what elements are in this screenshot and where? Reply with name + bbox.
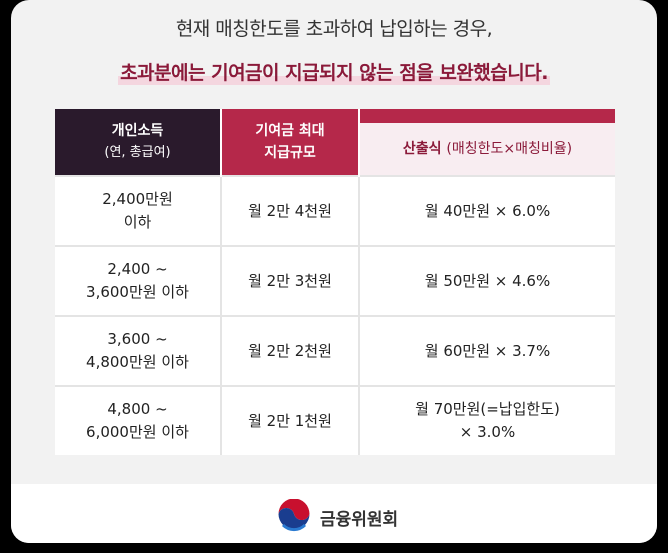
headline-line-1: 현재 매칭한도를 초과하여 납입하는 경우, (175, 18, 493, 40)
cell-formula-line1: 월 70만원(=납입한도) (415, 400, 560, 418)
cell-income: 2,400 ~ 3,600만원 이하 (55, 245, 221, 316)
cell-formula-line2: × 3.0% (459, 423, 516, 441)
table-header-row: 개인소득 (연, 총급여) 기여금 최대 지급규모 산출식 (매칭한도×매칭비율… (55, 109, 616, 176)
cell-formula: 월 70만원(=납입한도) × 3.0% (358, 385, 615, 455)
table-row: 3,600 ~ 4,800만원 이하 월 2만 2천원 월 60만원 × 3.7% (55, 315, 615, 386)
header-max-contribution: 기여금 최대 지급규모 (220, 109, 359, 176)
cell-income: 3,600 ~ 4,800만원 이하 (55, 315, 221, 386)
cell-income-line2: 이하 (123, 213, 152, 231)
header-formula-sub: (매칭한도×매칭비율) (446, 141, 573, 157)
contribution-table: 개인소득 (연, 총급여) 기여금 최대 지급규모 산출식 (매칭한도×매칭비율… (55, 109, 616, 455)
cell-max: 월 2만 4천원 (220, 175, 359, 246)
cell-income-line1: 4,800 ~ (107, 400, 168, 418)
cell-max: 월 2만 2천원 (220, 315, 359, 386)
cell-income-line2: 4,800만원 이하 (86, 353, 189, 371)
cell-income-line2: 3,600만원 이하 (86, 283, 189, 301)
cell-formula: 월 50만원 × 4.6% (358, 245, 615, 316)
header-income: 개인소득 (연, 총급여) (55, 109, 221, 176)
header-max-line2: 지급규모 (264, 145, 316, 161)
headline-highlight: 초과분에는 기여금이 지급되지 않는 점을 보완했습니다. (118, 58, 550, 85)
header-formula-text: 산출식 (매칭한도×매칭비율) (403, 141, 572, 157)
cell-income: 4,800 ~ 6,000만원 이하 (55, 385, 221, 455)
cell-income-line1: 2,400 ~ (107, 260, 168, 278)
header-formula-title: 산출식 (402, 141, 442, 157)
cell-formula-line1: 월 50만원 × 4.6% (424, 271, 551, 290)
header-max-line1: 기여금 최대 (255, 123, 325, 139)
cell-max: 월 2만 3천원 (220, 245, 359, 316)
table-row: 4,800 ~ 6,000만원 이하 월 2만 1천원 월 70만원(=납입한도)… (55, 385, 615, 455)
cell-income-line1: 2,400만원 (102, 190, 173, 208)
org-name: 금융위원회 (320, 510, 399, 530)
headline-line-2-text: 초과분에는 기여금이 지급되지 않는 점을 보완했습니다. (120, 62, 548, 84)
header-income-sub: (연, 총급여) (104, 145, 171, 160)
cell-formula: 월 60만원 × 3.7% (358, 315, 615, 386)
cell-income-line2: 6,000만원 이하 (86, 423, 189, 441)
infographic-card: 현재 매칭한도를 초과하여 납입하는 경우, 초과분에는 기여금이 지급되지 않… (11, 0, 657, 543)
cell-max: 월 2만 1천원 (220, 385, 359, 455)
cell-formula-line1: 월 60만원 × 3.7% (424, 341, 551, 360)
taegeuk-emblem-icon (278, 499, 310, 532)
header-formula: 산출식 (매칭한도×매칭비율) (358, 109, 616, 176)
header-income-title: 개인소득 (111, 123, 164, 139)
footer: 금융위원회 (11, 484, 657, 543)
cell-income-line1: 3,600 ~ (107, 330, 168, 348)
headline-line-2: 초과분에는 기여금이 지급되지 않는 점을 보완했습니다. (11, 58, 657, 85)
table-row: 2,400 ~ 3,600만원 이하 월 2만 3천원 월 50만원 × 4.6% (55, 245, 615, 316)
cell-formula: 월 40만원 × 6.0% (358, 175, 615, 246)
cell-formula-line1: 월 40만원 × 6.0% (424, 201, 551, 220)
